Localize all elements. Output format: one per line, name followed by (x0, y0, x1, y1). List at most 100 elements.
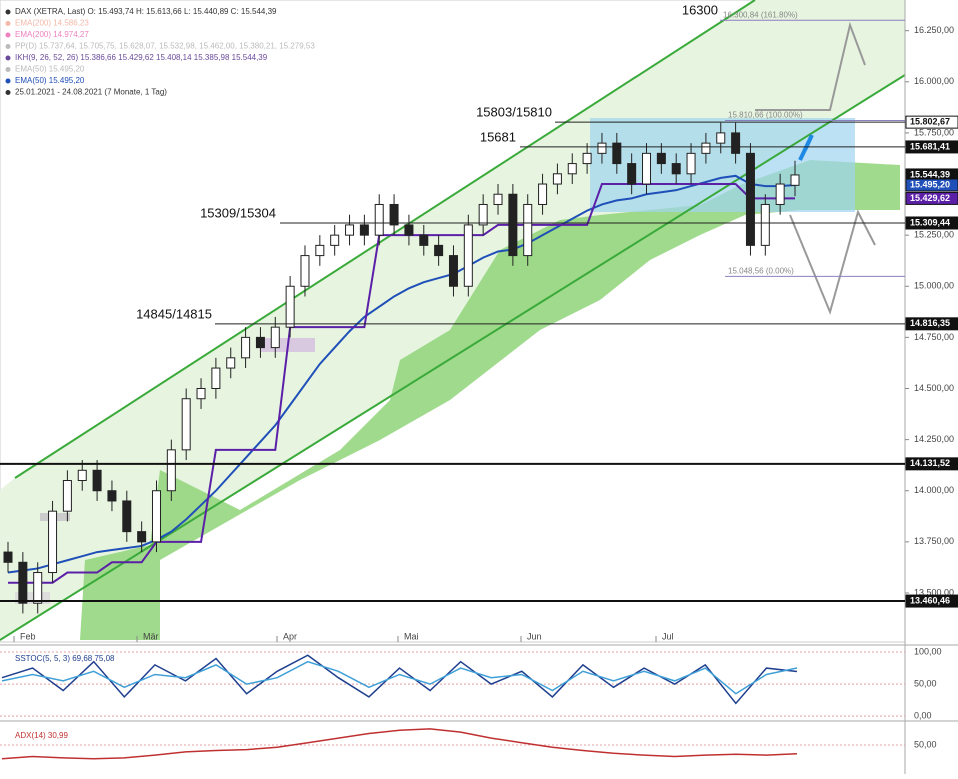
price-box (905, 115, 958, 129)
candle-body (627, 163, 637, 185)
price-label: 13.460,46 (910, 595, 950, 605)
candle-body (538, 183, 548, 205)
candle-body (656, 152, 666, 165)
price-box (905, 140, 958, 154)
level-annotation: 16300 (682, 3, 718, 18)
price-label: 15.429,62 (910, 193, 950, 203)
legend-entry: EMA(200) 14.586,23 (15, 19, 89, 28)
candle-body (775, 183, 785, 205)
level-annotation: 15681 (480, 129, 516, 144)
candle-body (166, 449, 176, 492)
y-tick-label: 15.000,00 (914, 281, 954, 291)
price-label: 15.544,39 (910, 169, 950, 179)
candle-body (374, 203, 384, 236)
candle-body (508, 193, 518, 257)
candle-body (226, 357, 236, 369)
candle-body (270, 326, 280, 349)
panel-label: SSTOC(5, 5, 3) 69,68 75,08 (15, 654, 115, 663)
candle-body (137, 531, 147, 543)
candle-body (582, 152, 592, 165)
candle-body (701, 142, 711, 154)
legend-dot (5, 32, 11, 38)
fib-label: 15.810,66 (100.00%) (728, 111, 803, 120)
price-box (905, 317, 958, 331)
candle-body (612, 142, 622, 165)
legend-entry: DAX (XETRA, Last) O: 15.493,74 H: 15.613… (15, 7, 277, 16)
legend-entry: 25.01.2021 - 24.08.2021 (7 Monate, 1 Tag… (15, 88, 167, 97)
legend-dot (5, 44, 11, 49)
candle-body (731, 132, 741, 154)
candle-body (404, 224, 414, 236)
candle-body (478, 203, 488, 226)
indicator-line (1, 728, 798, 760)
x-tick-label: Jun (527, 631, 542, 641)
level-annotation: 15309/15304 (200, 205, 276, 220)
candle-body (523, 203, 533, 257)
x-tick-label: Mär (143, 631, 159, 641)
candle-body (315, 244, 325, 257)
candle-body (196, 387, 206, 400)
candle-body (48, 510, 58, 574)
price-box (905, 216, 958, 230)
legend-entry: PP(D) 15.737,64, 15.705,75, 15.628,07, 1… (15, 42, 315, 51)
y-tick-label: 14.000,00 (914, 485, 954, 495)
candle-body (345, 224, 355, 236)
legend-entry: EMA(50) 15.495,20 (15, 65, 85, 74)
price-label: 15.681,41 (910, 141, 950, 151)
x-tick-label: Mai (404, 631, 419, 641)
legend-entry: EMA(200) 14.974,27 (15, 30, 89, 39)
legend-dot (5, 67, 11, 72)
candle-body (448, 255, 458, 287)
price-label: 14.131,52 (910, 458, 950, 468)
fib-label: 16.300,84 (161.80%) (723, 10, 798, 19)
candle-body (642, 152, 652, 185)
level-annotation: 15803/15810 (476, 105, 552, 120)
level-annotation: 14845/14815 (136, 306, 212, 321)
candle-body (567, 163, 577, 175)
candle-body (760, 203, 770, 246)
legend-entry: EMA(50) 15.495,20 (15, 76, 85, 85)
candle-body (330, 234, 340, 246)
y-tick-label: 14.500,00 (914, 383, 954, 393)
signal-arrow (798, 134, 814, 161)
candle-body (92, 469, 102, 492)
candle-body (285, 285, 295, 328)
candle-body (552, 173, 562, 185)
legend-dot (5, 9, 11, 15)
y-tick-label: 50,00 (914, 678, 937, 688)
candle-body (716, 132, 726, 144)
candle-body (493, 193, 503, 205)
y-tick-label: 14.250,00 (914, 434, 954, 444)
candle-body (181, 398, 191, 451)
candle-body (151, 490, 161, 543)
y-tick-label: 0,00 (914, 711, 932, 721)
candle-body (745, 152, 755, 246)
scenario-arrow (789, 209, 876, 316)
indicator-line (1, 660, 798, 695)
candle-body (18, 561, 28, 604)
panel-label: ADX(14) 30,99 (15, 731, 68, 740)
candle-body (255, 336, 265, 349)
indicator-line (7, 174, 796, 574)
price-box (905, 178, 958, 192)
candle-body (3, 551, 13, 563)
candle-body (241, 336, 251, 359)
y-tick-label: 100,00 (914, 646, 942, 656)
price-label: 14.816,35 (910, 318, 950, 328)
y-tick-label: 15.250,00 (914, 230, 954, 240)
candle-body (107, 490, 117, 502)
legend-entry: IKH(9, 26, 52, 26) 15.386,66 15.429,62 1… (15, 53, 268, 62)
indicator-line (8, 183, 796, 584)
legend-dot (5, 90, 11, 95)
y-tick-label: 15.750,00 (914, 127, 954, 137)
price-box (905, 457, 958, 471)
indicator-line (1, 654, 798, 705)
y-tick-label: 50,00 (914, 739, 937, 749)
y-tick-label: 14.750,00 (914, 332, 954, 342)
price-label: 15.802,67 (910, 117, 950, 127)
candle-body (463, 224, 473, 287)
candle-body (77, 469, 87, 482)
candle-body (671, 163, 681, 175)
